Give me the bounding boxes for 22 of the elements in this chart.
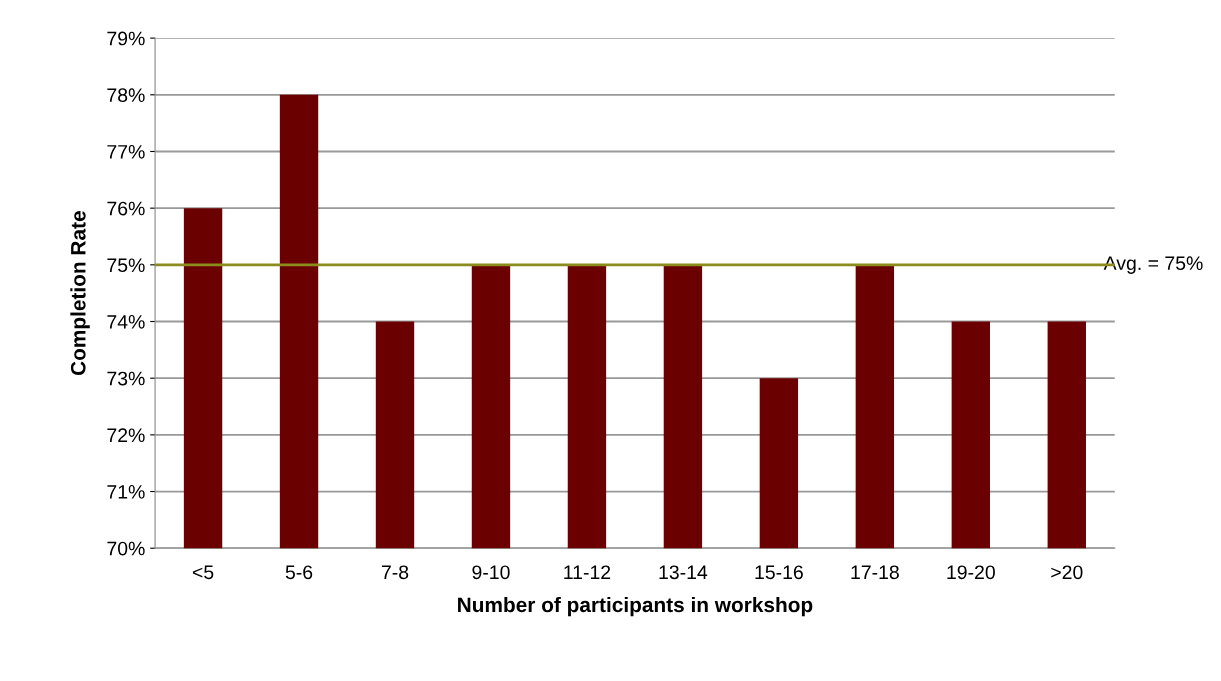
y-tick-label: 72%	[107, 428, 145, 443]
y-tick-label: 73%	[107, 371, 145, 386]
y-tick-label: 79%	[107, 31, 145, 46]
x-axis-title: Number of participants in workshop	[458, 596, 813, 617]
x-tick-label: >20	[1051, 565, 1083, 580]
x-tick-label: 15-16	[755, 565, 803, 580]
y-tick-label: 71%	[107, 485, 145, 499]
y-tick-label: 74%	[107, 315, 145, 329]
x-tick-label: 17-18	[851, 565, 899, 580]
y-tick-label: 75%	[107, 258, 145, 273]
x-tick-label: 7-8	[381, 565, 409, 580]
x-tick-label: 13-14	[659, 565, 708, 580]
x-tick-label: <5	[192, 565, 214, 580]
x-tick-label: 9-10	[472, 565, 510, 580]
x-tick-label: 19-20	[947, 565, 995, 580]
y-tick-label: 78%	[107, 88, 145, 103]
y-tick-label: 77%	[107, 145, 145, 159]
x-tick-label: 11-12	[564, 565, 611, 579]
x-tick-label: 5-6	[285, 565, 313, 580]
y-tick-label: 76%	[107, 201, 145, 216]
y-axis-title: Completion Rate	[70, 211, 90, 376]
y-tick-label: 70%	[107, 541, 145, 556]
